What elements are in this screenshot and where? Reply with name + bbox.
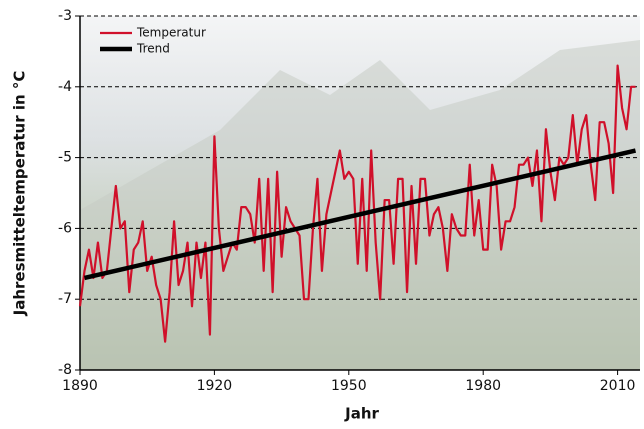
y-tick-label: -7 [58, 291, 72, 307]
x-tick-label: 2010 [600, 378, 636, 394]
x-tick-label: 1920 [197, 378, 233, 394]
y-tick-label: -3 [58, 8, 72, 24]
x-tick-label: 1980 [465, 378, 501, 394]
y-tick-label: -4 [58, 79, 72, 95]
y-tick-label: -6 [58, 220, 72, 236]
x-tick-label: 1890 [62, 378, 98, 394]
y-axis-label: Jahresmitteltemperatur in °C [11, 71, 29, 317]
legend-label: Temperatur [136, 26, 206, 40]
y-tick-label: -5 [58, 150, 72, 166]
y-tick-label: -8 [58, 362, 72, 378]
chart: Jahr Jahresmitteltemperatur in °C Temper… [0, 0, 644, 429]
x-axis-label: Jahr [344, 405, 379, 423]
legend-label: Trend [136, 42, 170, 56]
x-tick-label: 1950 [331, 378, 367, 394]
